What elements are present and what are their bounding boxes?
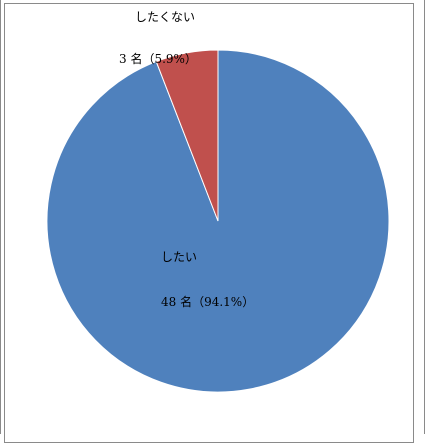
slice-label-shitai-value: 48 名（94.1%） (161, 295, 255, 309)
outer-border-left (0, 0, 1, 434)
slice-label-shitakunai-value: 3 名（5.9%） (119, 52, 197, 66)
pie-chart (46, 49, 390, 393)
slice-label-shitai-name: したい (161, 250, 198, 264)
pie-slice-shitakunai (155, 49, 219, 222)
slice-label-shitakunai-name: したくない (135, 10, 196, 24)
